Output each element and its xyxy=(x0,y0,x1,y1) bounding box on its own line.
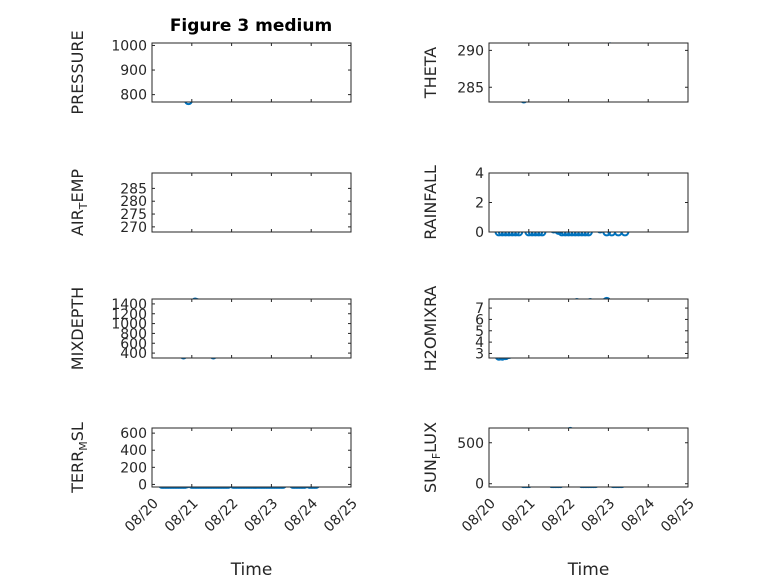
ylabel-air-temp: AIRTEMP xyxy=(68,169,90,236)
ytick-label-h2omixra: 6 xyxy=(475,312,484,328)
ylabel-terr-msl: TERRMSL xyxy=(68,422,90,494)
ytick-label-terr-msl: 0 xyxy=(138,477,147,493)
ytick-label-air-temp: 275 xyxy=(120,207,147,223)
ytick-label-terr-msl: 200 xyxy=(120,460,147,476)
ytick-label-mixdepth: 400 xyxy=(120,346,147,362)
ytick-label-h2omixra: 5 xyxy=(475,324,484,340)
axes-frame-sun-flux xyxy=(488,427,689,488)
axes-frame-terr-msl xyxy=(151,427,352,488)
axes-frame-pressure xyxy=(151,42,352,103)
ytick-label-pressure: 800 xyxy=(120,88,147,104)
axes-frame-rainfall xyxy=(488,172,689,233)
ylabel-mixdepth: MIXDEPTH xyxy=(68,287,87,370)
ytick-label-terr-msl: 400 xyxy=(120,443,147,459)
ytick-label-mixdepth: 1000 xyxy=(111,317,147,333)
ytick-label-pressure: 900 xyxy=(120,63,147,79)
ytick-label-mixdepth: 1200 xyxy=(111,307,147,323)
ytick-label-h2omixra: 3 xyxy=(475,346,484,362)
ylabel-sun-flux: SUNFLUX xyxy=(421,422,443,493)
ytick-label-rainfall: 0 xyxy=(475,225,484,241)
ytick-label-rainfall: 4 xyxy=(475,166,484,182)
subplot-pressure: 800 900 1000 PRESSURE xyxy=(68,30,352,115)
subplot-rainfall: 0 2 4 RAINFALL xyxy=(421,165,689,241)
ylabel-h2omixra: H2OMIXRA xyxy=(421,286,440,372)
ytick-label-theta: 285 xyxy=(457,80,484,96)
ytick-label-air-temp: 270 xyxy=(120,220,147,236)
xlabel-sun-flux: Time xyxy=(567,560,610,580)
ylabel-rainfall: RAINFALL xyxy=(421,165,440,240)
axes-frame-air-temp xyxy=(151,172,352,233)
ytick-label-sun-flux: 500 xyxy=(457,436,484,452)
ytick-label-mixdepth: 800 xyxy=(120,326,147,342)
ytick-label-h2omixra: 7 xyxy=(475,301,484,317)
xlabel-terr-msl: Time xyxy=(230,560,273,580)
ytick-label-theta: 290 xyxy=(457,43,484,59)
ytick-label-mixdepth: 600 xyxy=(120,336,147,352)
ytick-label-h2omixra: 4 xyxy=(475,335,484,351)
ytick-label-air-temp: 285 xyxy=(120,181,147,197)
ytick-label-pressure: 1000 xyxy=(111,38,147,54)
ytick-label-terr-msl: 600 xyxy=(120,426,147,442)
subplot-theta: 285 290 THETA xyxy=(421,42,689,104)
ylabel-theta: THETA xyxy=(421,47,440,99)
ytick-label-rainfall: 2 xyxy=(475,196,484,212)
axes-frame-theta xyxy=(488,42,689,103)
ytick-label-sun-flux: 0 xyxy=(475,477,484,493)
ytick-label-mixdepth: 1400 xyxy=(111,297,147,313)
figure-title: Figure 3 medium xyxy=(170,16,332,36)
ytick-label-air-temp: 280 xyxy=(120,194,147,210)
axes-frame-h2omixra xyxy=(488,298,689,359)
ylabel-pressure: PRESSURE xyxy=(68,30,87,114)
axes-frame-mixdepth xyxy=(151,298,352,359)
